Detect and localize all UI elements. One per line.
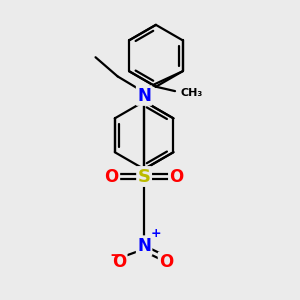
Text: O: O bbox=[159, 253, 173, 271]
Text: −: − bbox=[110, 248, 122, 262]
Text: CH₃: CH₃ bbox=[181, 88, 203, 98]
Text: O: O bbox=[105, 167, 119, 185]
Text: N: N bbox=[137, 86, 151, 104]
Text: O: O bbox=[112, 253, 126, 271]
Text: S: S bbox=[138, 167, 151, 185]
Text: N: N bbox=[137, 237, 151, 255]
Text: +: + bbox=[151, 227, 161, 240]
Text: O: O bbox=[169, 167, 184, 185]
